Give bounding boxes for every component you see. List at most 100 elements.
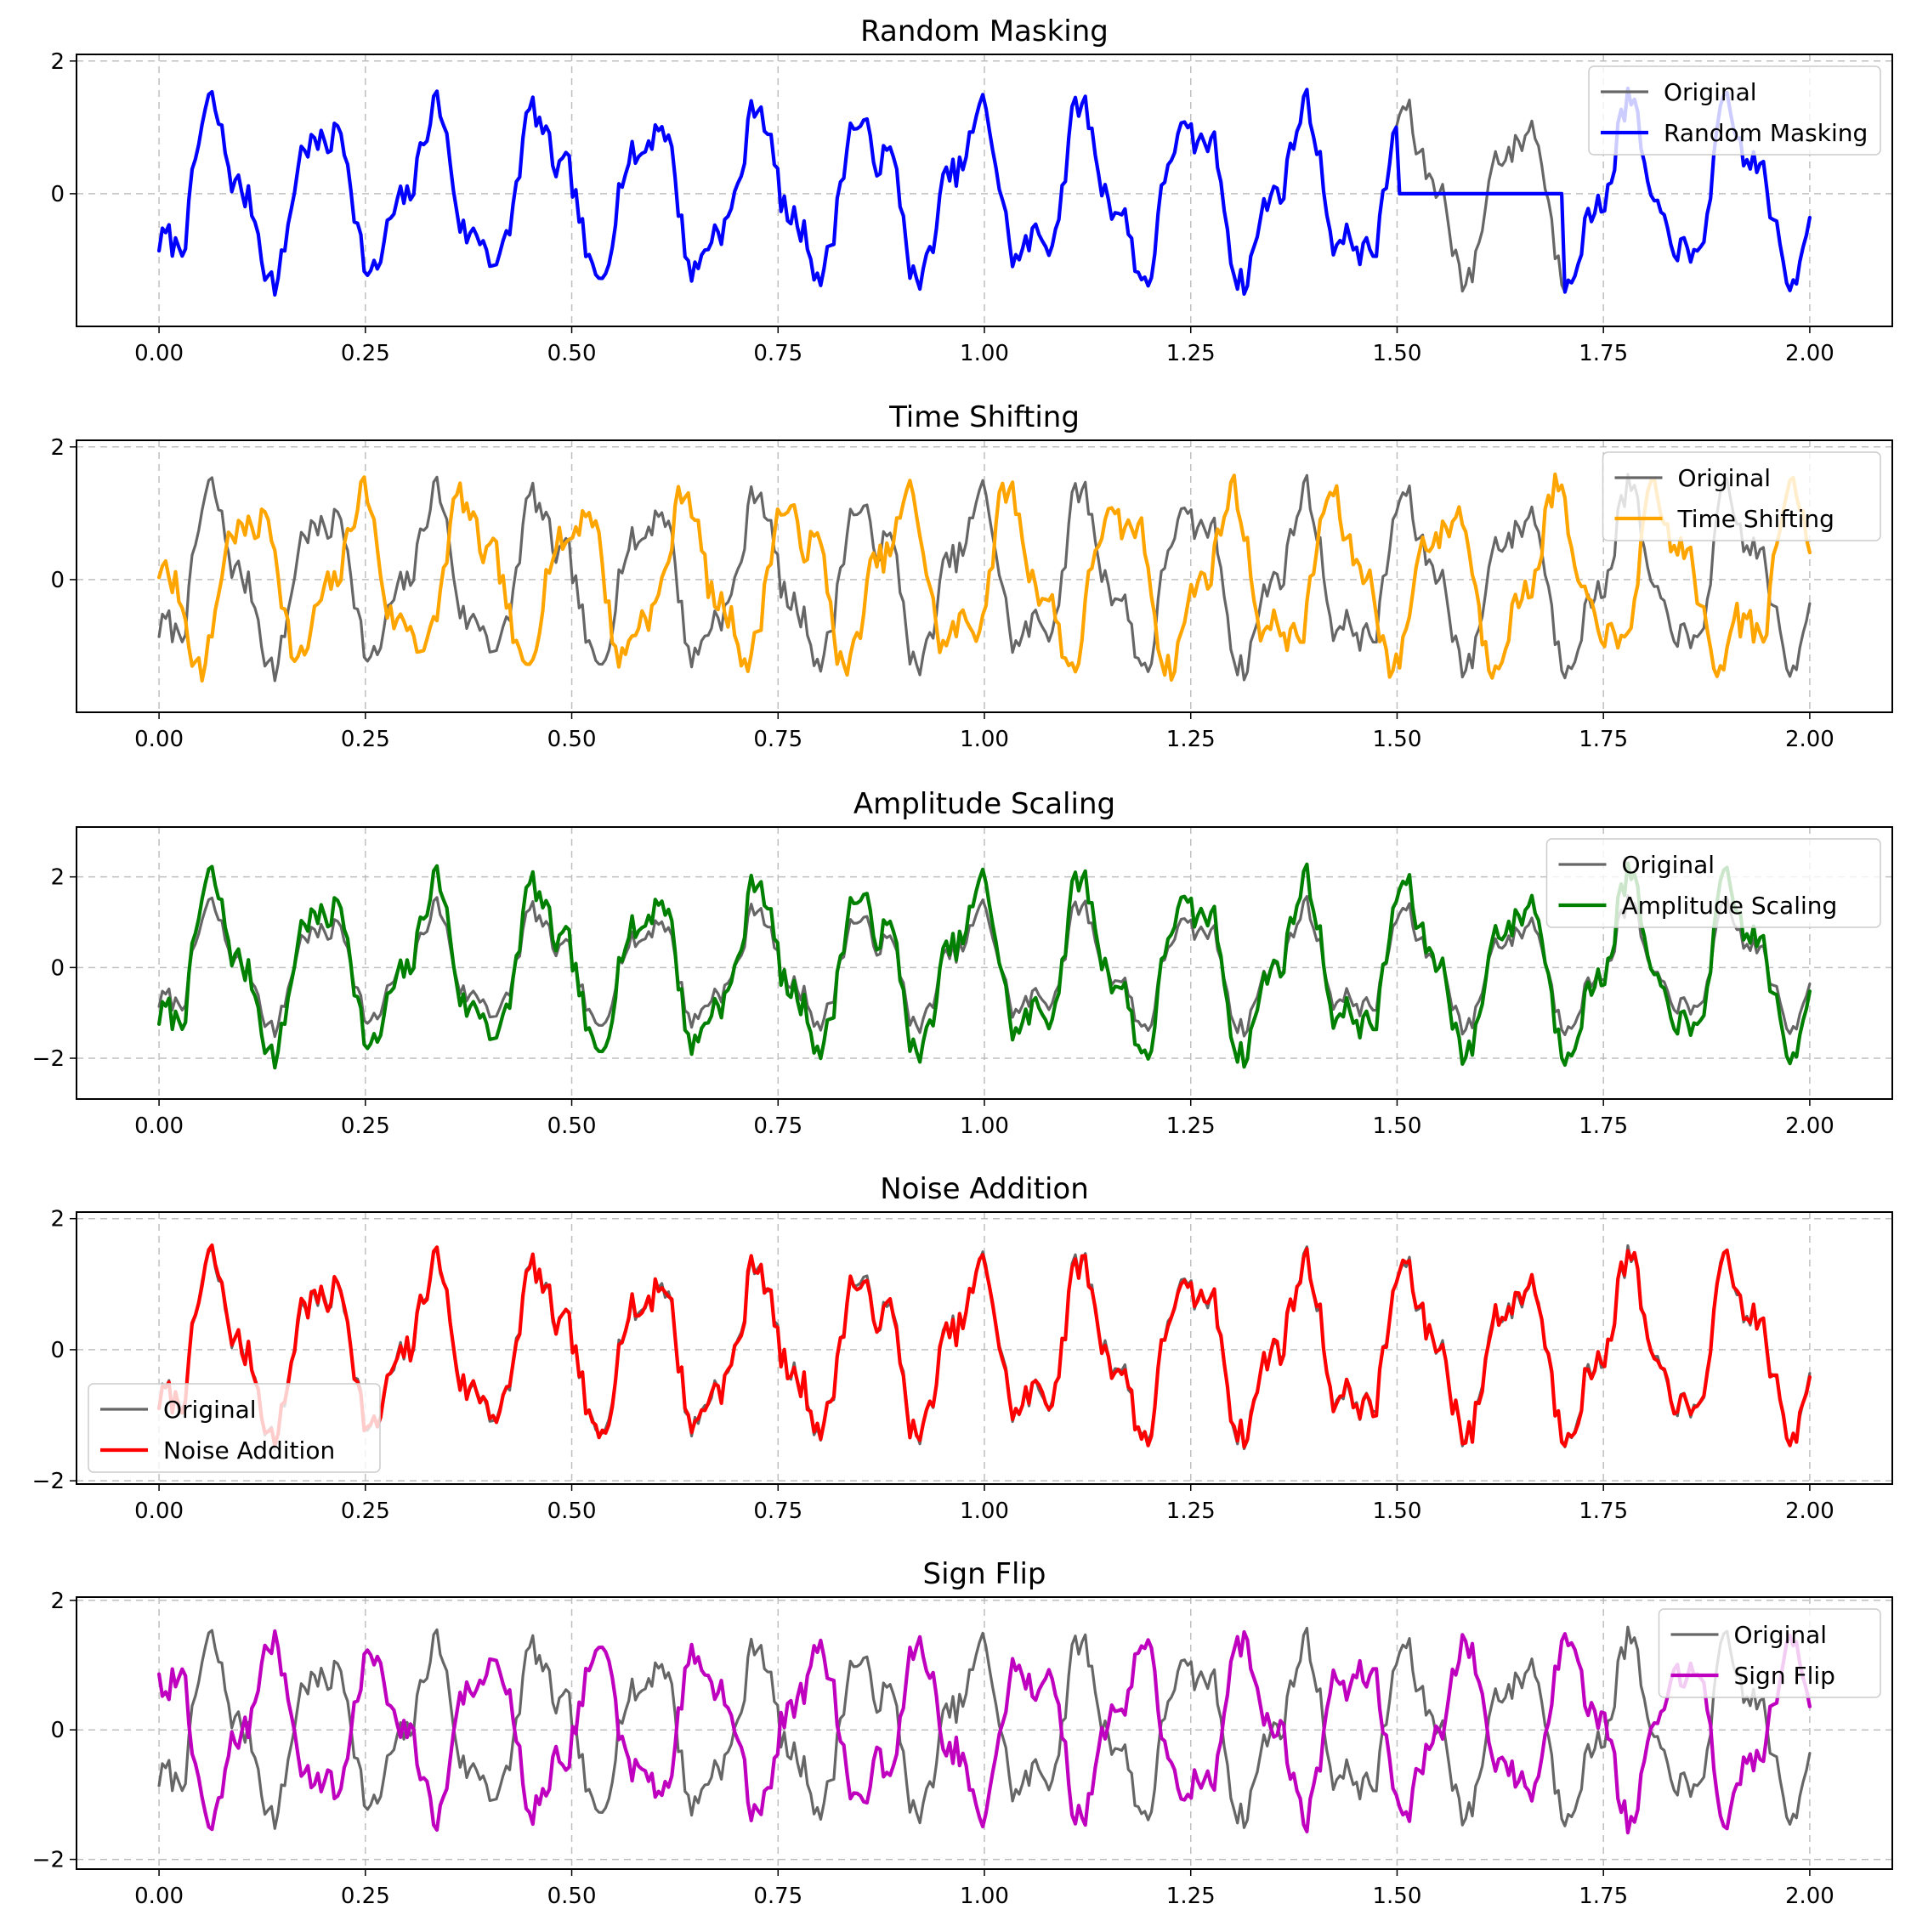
y-tick-label: −2: [32, 1469, 65, 1494]
x-tick-label: 0.75: [753, 341, 802, 366]
chart-panel: Random Masking 0.00 0.25 0.50 0.75 1.00 1.25 1.…: [50, 14, 1893, 366]
x-tick-label: 1.00: [960, 1113, 1009, 1139]
legend: Original Amplitude Scaling: [1545, 838, 1881, 928]
x-tick-label: 1.50: [1373, 341, 1422, 366]
panel-title: Amplitude Scaling: [853, 787, 1115, 821]
x-tick-label: 0.50: [547, 1884, 597, 1909]
x-tick-label: 1.50: [1373, 727, 1422, 752]
x-tick-label: 1.25: [1166, 341, 1216, 366]
x-tick-label: 0.50: [547, 1499, 597, 1524]
y-tick-label: 0: [50, 1338, 65, 1363]
legend-box: [88, 1383, 381, 1473]
x-tick-label: 2.00: [1785, 341, 1834, 366]
series-line: [157, 1243, 1812, 1449]
legend-label: Original: [1622, 851, 1715, 879]
panel-title: Time Shifting: [888, 400, 1080, 434]
chart-panel: Amplitude Scaling 0.00 0.25 0.50 0.75 1.00 1.2…: [32, 787, 1893, 1139]
x-tick-label: 1.75: [1579, 1884, 1628, 1909]
x-tick-label: 1.75: [1579, 1499, 1628, 1524]
series-line: [157, 1625, 1812, 1830]
x-tick-label: 1.25: [1166, 727, 1216, 752]
legend-label: Random Masking: [1664, 119, 1868, 147]
x-tick-label: 0.00: [134, 1499, 184, 1524]
legend-label: Original: [1734, 1621, 1828, 1649]
legend-label: Amplitude Scaling: [1622, 892, 1838, 920]
x-tick-label: 0.75: [753, 727, 802, 752]
legend-label: Time Shifting: [1677, 505, 1834, 533]
series-line: [157, 86, 1812, 297]
x-tick-label: 2.00: [1785, 1499, 1834, 1524]
x-tick-label: 0.50: [547, 341, 597, 366]
y-tick-label: 2: [50, 1207, 65, 1232]
chart-panel: Sign Flip 0.00 0.25 0.50 0.75 1.00 1.25 1.50 1.7…: [32, 1557, 1893, 1909]
x-tick-label: 0.00: [134, 1884, 184, 1909]
x-tick-label: 0.50: [547, 1113, 597, 1139]
x-tick-label: 0.50: [547, 727, 597, 752]
x-tick-label: 1.50: [1373, 1499, 1422, 1524]
legend-label: Original: [1678, 464, 1772, 492]
x-tick-label: 2.00: [1785, 1113, 1834, 1139]
x-tick-label: 1.50: [1373, 1113, 1422, 1139]
y-tick-label: 0: [50, 955, 65, 981]
legend-label: Original: [1664, 78, 1757, 106]
legend-box: [1602, 451, 1881, 541]
chart-panel: Time Shifting 0.00 0.25 0.50 0.75 1.00 1.25 1.5…: [50, 400, 1893, 752]
x-tick-label: 0.25: [341, 1499, 390, 1524]
series-line: [157, 473, 1812, 683]
y-tick-label: −2: [32, 1046, 65, 1072]
x-tick-label: 1.25: [1166, 1113, 1216, 1139]
series-line: [157, 472, 1812, 683]
legend-label: Original: [163, 1396, 257, 1424]
x-tick-label: 1.00: [960, 1499, 1009, 1524]
x-tick-label: 1.00: [960, 1884, 1009, 1909]
y-tick-label: 2: [50, 435, 65, 461]
x-tick-label: 1.00: [960, 341, 1009, 366]
legend-box: [1588, 65, 1881, 156]
y-tick-label: −2: [32, 1848, 65, 1873]
legend: Original Sign Flip: [1658, 1608, 1881, 1698]
axes-frame: [76, 439, 1893, 713]
series-line: [157, 894, 1812, 1039]
legend: Original Random Masking: [1588, 65, 1881, 156]
x-tick-label: 0.00: [134, 727, 184, 752]
y-tick-label: 0: [50, 1718, 65, 1743]
x-tick-label: 1.75: [1579, 727, 1628, 752]
x-tick-label: 0.75: [753, 1113, 802, 1139]
legend-label: Sign Flip: [1734, 1662, 1835, 1690]
x-tick-label: 2.00: [1785, 727, 1834, 752]
panel-title: Noise Addition: [880, 1172, 1089, 1206]
panel-title: Sign Flip: [923, 1557, 1046, 1591]
axes-frame: [76, 826, 1893, 1100]
series-line: [157, 861, 1812, 1070]
x-tick-label: 1.25: [1166, 1499, 1216, 1524]
legend-box: [1545, 838, 1881, 928]
x-tick-label: 0.75: [753, 1884, 802, 1909]
axes-frame: [76, 1596, 1893, 1870]
x-tick-label: 1.75: [1579, 1113, 1628, 1139]
y-tick-label: 0: [50, 182, 65, 207]
x-tick-label: 0.25: [341, 341, 390, 366]
axes-frame: [76, 1211, 1893, 1485]
x-tick-label: 0.00: [134, 1113, 184, 1139]
x-tick-label: 1.25: [1166, 1884, 1216, 1909]
legend-label: Noise Addition: [163, 1436, 335, 1465]
legend: Original Time Shifting: [1602, 451, 1881, 541]
chart-panel: Noise Addition 0.00 0.25 0.50 0.75 1.00 1.25 1.…: [32, 1172, 1893, 1524]
y-tick-label: 2: [50, 865, 65, 891]
x-tick-label: 0.00: [134, 341, 184, 366]
x-tick-label: 1.00: [960, 727, 1009, 752]
x-tick-label: 0.25: [341, 1113, 390, 1139]
panel-title: Random Masking: [860, 14, 1109, 48]
x-tick-label: 0.25: [341, 1884, 390, 1909]
axes-frame: [76, 54, 1893, 327]
x-tick-label: 1.75: [1579, 341, 1628, 366]
legend: Original Noise Addition: [88, 1383, 381, 1473]
series-line: [157, 1629, 1812, 1835]
x-tick-label: 0.25: [341, 727, 390, 752]
x-tick-label: 2.00: [1785, 1884, 1834, 1909]
x-tick-label: 0.75: [753, 1499, 802, 1524]
y-tick-label: 0: [50, 568, 65, 593]
y-tick-label: 2: [50, 49, 65, 75]
